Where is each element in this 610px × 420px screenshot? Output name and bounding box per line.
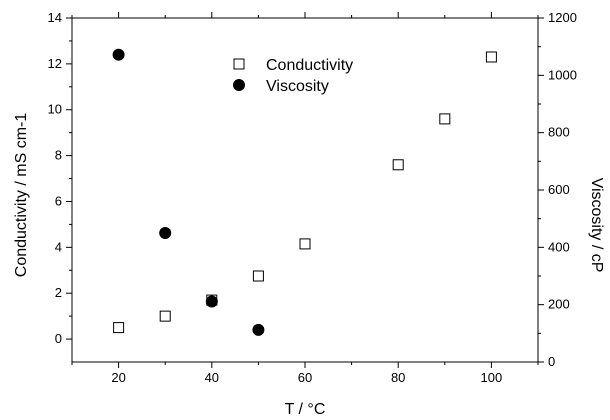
viscosity-point [112,48,125,61]
right-y-tick-label: 400 [548,239,570,254]
legend: Conductivity Viscosity [233,57,353,95]
left-y-tick-label: 0 [55,331,62,346]
right-axis-title: Viscosity / cP [588,178,605,273]
left-y-tick-label: 2 [55,285,62,300]
conductivity-point [485,51,497,63]
left-y-tick-label: 6 [55,193,62,208]
data-marks [112,48,497,336]
left-y-tick-label: 4 [55,239,62,254]
x-tick-label: 20 [111,370,125,385]
viscosity-point [252,323,265,336]
right-y-tick-label: 800 [548,125,570,140]
legend-marker-conductivity [233,58,245,70]
left-y-tick-label: 8 [55,148,62,163]
right-y-tick-label: 1000 [548,67,577,82]
viscosity-point [159,227,172,239]
axis-ticks: 20 40 60 80 10002468101214020040060080010001… [48,10,577,385]
x-tick-label: 100 [481,370,503,385]
conductivity-point [392,159,404,171]
right-y-tick-label: 1200 [548,10,577,25]
right-y-tick-label: 200 [548,297,570,312]
left-y-tick-label: 14 [48,10,62,25]
x-tick-label: 40 [205,370,219,385]
conductivity-point [299,238,311,250]
left-y-tick-label: 10 [48,102,62,117]
right-y-tick-label: 0 [548,354,555,369]
conductivity-point [252,270,264,282]
x-tick-label: 60 [298,370,312,385]
conductivity-point [439,113,451,125]
legend-marker-viscosity [233,79,245,91]
right-y-tick-label: 600 [548,182,570,197]
legend-label-conductivity: Conductivity [266,57,353,74]
left-axis-title: Conductivity / mS cm-1 [13,113,30,278]
x-axis-title: T / °C [285,401,326,418]
conductivity-point [113,322,125,334]
left-y-tick-label: 12 [48,56,62,71]
x-tick-label: 80 [391,370,405,385]
legend-label-viscosity: Viscosity [266,78,329,95]
viscosity-point [205,295,218,308]
conductivity-point [159,310,171,322]
